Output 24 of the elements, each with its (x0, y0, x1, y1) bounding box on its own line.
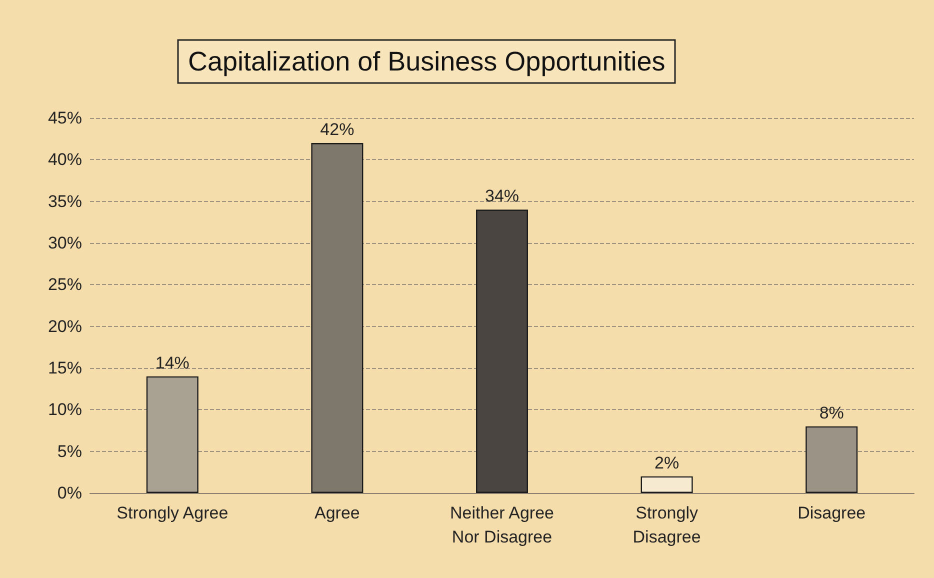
bar (146, 376, 198, 493)
x-tick-label: Strongly Agree (116, 504, 228, 522)
y-tick-label: 25% (48, 275, 82, 294)
y-tick-label: 45% (48, 108, 82, 128)
data-label: 42% (320, 120, 354, 139)
y-tick-label: 10% (48, 400, 82, 420)
chart-title: Capitalization of Business Opportunities (188, 46, 666, 76)
y-tick-label: 30% (48, 234, 82, 252)
y-tick-label: 0% (57, 484, 82, 502)
data-label: 34% (484, 186, 520, 206)
y-tick-label: 20% (48, 316, 82, 336)
y-tick-label: 5% (57, 442, 82, 461)
x-tick-label: Agree (314, 504, 360, 522)
data-label: 2% (654, 453, 680, 472)
y-tick-label: 40% (48, 150, 82, 170)
y-tick-label: 35% (48, 192, 82, 211)
bar (640, 476, 693, 493)
data-label: 14% (155, 353, 190, 372)
data-label: 8% (819, 403, 844, 422)
x-tick-label: Disagree (798, 504, 866, 522)
y-tick-label: 15% (48, 358, 82, 378)
bar (476, 210, 528, 493)
x-tick-label: Neither Agree Nor Disagree (450, 504, 554, 546)
x-tick-label: Strongly Disagree (632, 504, 701, 546)
